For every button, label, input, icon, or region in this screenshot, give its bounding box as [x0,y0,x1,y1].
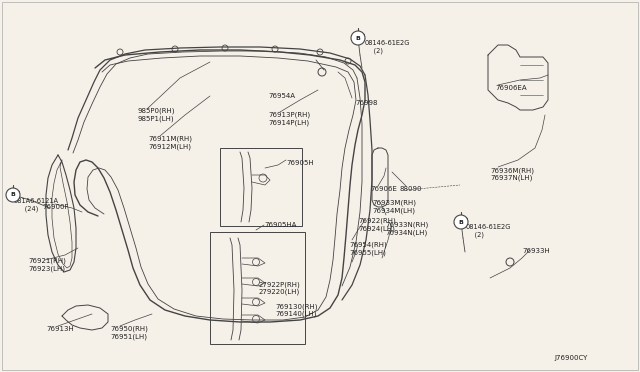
Bar [220,148,302,226]
Text: 76905H: 76905H [286,160,314,166]
Text: 76900F: 76900F [42,204,68,210]
Text: B: B [459,219,463,224]
Text: 76954(RH)
76955(LH): 76954(RH) 76955(LH) [349,242,387,256]
Text: 76950(RH)
76951(LH): 76950(RH) 76951(LH) [110,326,148,340]
Text: 08146-61E2G
    (2): 08146-61E2G (2) [365,40,410,54]
Text: 76933N(RH)
76934N(LH): 76933N(RH) 76934N(LH) [385,222,428,236]
Text: 88090: 88090 [399,186,422,192]
Circle shape [454,215,468,229]
Text: 76913H: 76913H [46,326,74,332]
Text: 76913P(RH)
76914P(LH): 76913P(RH) 76914P(LH) [268,112,310,126]
Text: B: B [356,35,360,41]
Text: 76954A: 76954A [268,93,295,99]
Text: 76933H: 76933H [522,248,550,254]
Text: 76936M(RH)
76937N(LH): 76936M(RH) 76937N(LH) [490,167,534,181]
Text: 76906EA: 76906EA [495,85,527,91]
Bar [210,232,305,344]
Text: 081A6-6121A
     (24): 081A6-6121A (24) [14,198,59,212]
Text: B: B [11,192,15,198]
Text: J76900CY: J76900CY [554,355,588,361]
Text: 08146-61E2G
    (2): 08146-61E2G (2) [466,224,511,237]
Circle shape [351,31,365,45]
Text: 76905HA: 76905HA [264,222,296,228]
Text: 76921(RH)
76923(LH): 76921(RH) 76923(LH) [28,258,66,272]
Text: 769130(RH)
769140(LH): 769130(RH) 769140(LH) [275,303,317,317]
Text: 76933M(RH)
76934M(LH): 76933M(RH) 76934M(LH) [372,200,416,214]
Text: 27922P(RH)
279220(LH): 27922P(RH) 279220(LH) [259,281,301,295]
Text: 76998: 76998 [355,100,378,106]
Text: 76922(RH)
76924(LH): 76922(RH) 76924(LH) [358,218,396,232]
Text: 985P0(RH)
985P1(LH): 985P0(RH) 985P1(LH) [138,108,175,122]
Circle shape [6,188,20,202]
Text: 76906E: 76906E [370,186,397,192]
Text: 76911M(RH)
76912M(LH): 76911M(RH) 76912M(LH) [148,136,192,150]
